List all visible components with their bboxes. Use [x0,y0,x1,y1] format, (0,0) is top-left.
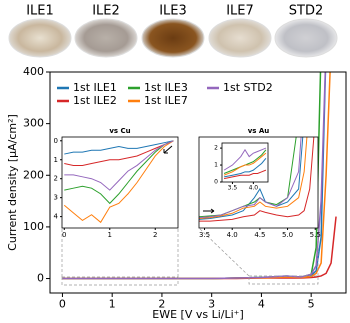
y-tick-label: 400 [23,65,44,78]
photo-label: STD2 [289,4,323,19]
y-tick-label: 1 [214,162,218,169]
series-line [199,137,302,219]
arrow [203,208,215,214]
legend-label: 1st ILE7 [144,94,188,107]
plot-frame [221,142,269,183]
y-tick-label: 200 [23,168,44,181]
x-axis-label: EWE [V vs Li/Li⁺] [152,308,244,321]
plot-frame [61,136,179,229]
photo [208,18,272,58]
x-tick-label: 0 [62,231,66,239]
series-line [64,140,174,205]
x-tick-label: 5.0 [282,231,293,239]
zoom-box [248,275,319,285]
x-tick-label: 2 [153,231,157,239]
photos: ILE1 ILE2 ILE3 ILE7 STD2 [8,4,338,58]
y-tick-label: 2 [54,175,58,183]
y-tick-label: 300 [23,117,44,130]
legend-label: 1st ILE2 [73,94,117,107]
y-tick-label: 100 [23,220,44,233]
series-line [64,140,174,191]
chart: 0 1 2 0 1 2 3 4 vs Cu [54,127,179,239]
photo-label: ILE2 [92,4,120,19]
series-line [64,140,174,155]
y-tick-label: 3 [54,194,58,202]
legend-label: 1st ILE3 [144,81,188,94]
legend-label: 1st STD2 [223,81,273,94]
photo-label: ILE1 [26,4,54,19]
photo [141,18,205,58]
x-tick-label: 4 [258,298,265,311]
y-tick-label: 0 [54,137,58,145]
series-line [62,72,327,280]
y-tick-label: 1 [54,156,58,164]
x-tick-label: 4.5 [254,231,265,239]
y-axis-label: Current density [μA/cm²] [6,114,19,251]
zoom-box [61,276,179,286]
x-tick-label: 1 [109,298,116,311]
photo-label: ILE3 [159,4,187,19]
series-line [223,147,267,171]
zoom-line [198,227,250,277]
series-line [223,152,267,176]
series-line [199,137,308,219]
legend-label: 1st ILE1 [73,81,117,94]
series-line [199,137,315,222]
x-tick-label: 5 [308,298,315,311]
x-tick-label: 4.0 [227,231,238,239]
series-line [63,140,174,224]
y-tick-label: 0 [37,272,44,285]
x-tick-label: 3 [208,298,215,311]
photo [74,18,138,58]
y-tick-label: 0 [214,179,218,186]
x-tick-label: 4.0 [249,185,259,192]
series-line [64,140,174,166]
series-line [223,169,267,180]
inset-title: vs Au [248,127,270,135]
x-tick-label: 0 [59,298,66,311]
arrow [163,145,173,154]
x-tick-label: 5.5 [310,231,321,239]
plot-frame [49,71,347,294]
series-line [199,137,304,220]
plot-frame [198,136,319,229]
x-tick-label: 1 [108,231,112,239]
x-tick-label: 3.5 [199,231,210,239]
inset-title: vs Cu [109,127,130,135]
photo [274,18,338,58]
series-line [223,157,267,178]
zoom-guides [61,227,319,286]
chart: 3.5 4.0 0 1 2 [214,142,269,192]
photo [8,18,72,58]
series-line [223,149,267,174]
x-tick-label: 2 [158,298,165,311]
photo-label: ILE7 [226,4,254,19]
y-tick-label: 2 [214,145,218,152]
x-tick-label: 3.5 [228,185,238,192]
y-tick-label: 4 [54,213,59,221]
